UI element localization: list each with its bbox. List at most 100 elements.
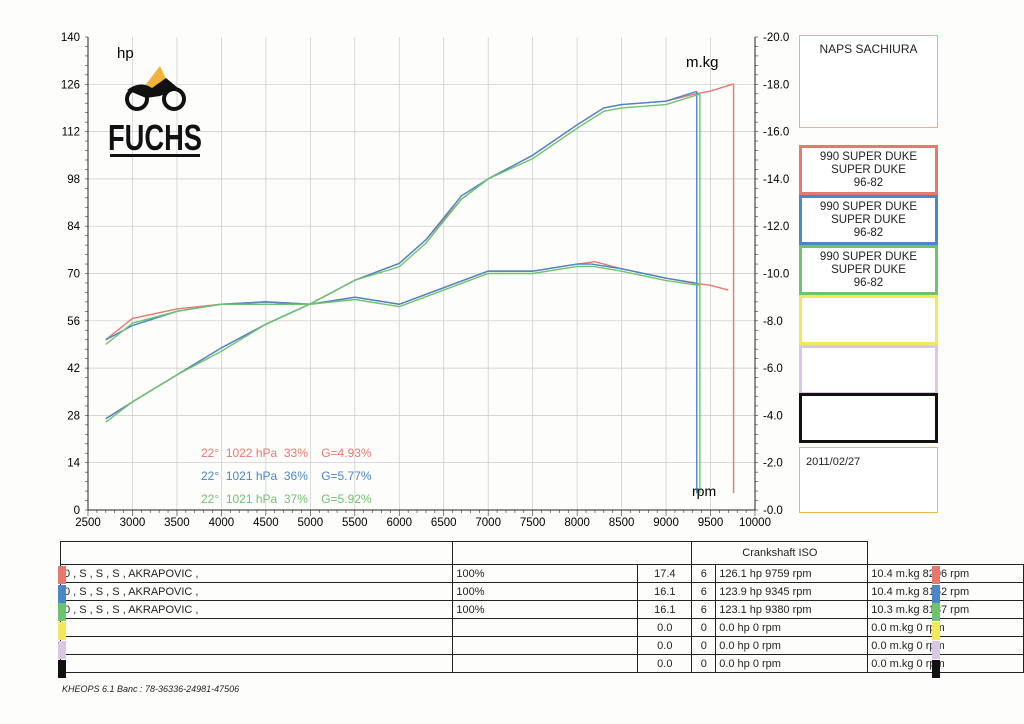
- cell-a: 16.1: [637, 600, 693, 619]
- power-curve-2: [105, 90, 697, 420]
- shop-name: NAPS SACHIURA: [819, 42, 918, 56]
- cell-torque: 10.4 m.kg 8206 rpm: [867, 564, 1024, 583]
- x-tick-label: 2500: [75, 517, 101, 529]
- x-tick-label: 5500: [342, 517, 368, 529]
- y-left-tick-label: 112: [62, 127, 80, 139]
- logo-bike-body: [127, 78, 178, 98]
- cell-b: 0: [691, 618, 717, 637]
- run-label-line: 96-82: [853, 227, 884, 239]
- results-table: Crankshaft ISO 0 , S , S , S , AKRAPOVIC…: [59, 541, 1024, 673]
- cell-a: 16.1: [637, 582, 693, 601]
- row-color-swatch-right: [932, 584, 940, 603]
- table-row: 0.0 0 0.0 hp 0 rpm 0.0 m.kg 0 rpm: [59, 636, 1024, 655]
- y-right-tick-label: -10.0: [763, 269, 789, 281]
- run-label-line: SUPER DUKE: [831, 214, 906, 226]
- y-left-tick-label: 0: [74, 505, 80, 517]
- cell-setup: 0 , S , S , S , AKRAPOVIC ,: [59, 564, 454, 583]
- x-tick-label: 10000: [739, 517, 771, 529]
- run-legend-item: [799, 345, 938, 395]
- x-tick-label: 4500: [253, 517, 279, 529]
- y-right-tick-label: -16.0: [763, 127, 789, 139]
- cell-b: 6: [691, 564, 717, 583]
- y-left-label: hp: [117, 45, 134, 62]
- axes: 2500 3000 3500 4000 4500 5000 5500 6000 6500 7000…: [61, 32, 789, 529]
- row-color-swatch-right: [932, 603, 940, 622]
- table-header-row: Crankshaft ISO: [59, 541, 1024, 565]
- run-legend-item: [799, 295, 938, 345]
- x-tick-label: 7500: [520, 517, 546, 529]
- table-row: 0.0 0 0.0 hp 0 rpm 0.0 m.kg 0 rpm: [59, 654, 1024, 673]
- cell-power: 126.1 hp 9759 rpm: [715, 564, 869, 583]
- y-right-tick-label: -8.0: [763, 316, 783, 328]
- cell-b: 6: [691, 582, 717, 601]
- run-label-line: 990 SUPER DUKE: [819, 251, 918, 263]
- y-right-tick-label: -14.0: [763, 174, 789, 186]
- x-tick-label: 8000: [564, 517, 590, 529]
- cell-torque: 10.3 m.kg 8187 rpm: [867, 600, 1024, 619]
- cell-torque: 0.0 m.kg 0 rpm: [867, 654, 1024, 673]
- table-row: 0.0 0 0.0 hp 0 rpm 0.0 m.kg 0 rpm: [59, 618, 1024, 637]
- y-left-tick-label: 56: [67, 316, 80, 328]
- y-right-tick-label: -20.0: [763, 32, 789, 44]
- cell-torque: 10.4 m.kg 8162 rpm: [867, 582, 1024, 601]
- cell-pct: 100%: [452, 582, 639, 601]
- row-color-swatch-left: [58, 566, 66, 584]
- conditions: 22° 1022 hPa 33% G=4.93% 22° 1021 hPa 36%…: [201, 446, 372, 506]
- cell-a: 0.0: [637, 618, 693, 637]
- x-tick-label: 5000: [298, 517, 324, 529]
- row-color-swatch-left: [58, 640, 66, 659]
- cell-setup: [59, 636, 454, 655]
- cell-torque: 0.0 m.kg 0 rpm: [867, 618, 1024, 637]
- cell-pct: [452, 636, 639, 655]
- y-right-tick-label: -18.0: [763, 79, 789, 91]
- logo-text: FUCHS: [108, 117, 202, 158]
- y-left-tick-label: 70: [67, 269, 80, 281]
- run-label-line: SUPER DUKE: [831, 264, 906, 276]
- run-label-line: 990 SUPER DUKE: [819, 151, 918, 163]
- footer: KHEOPS 6.1 Banc : 78-36336-24981-47506: [62, 684, 240, 694]
- condition-line: 22° 1021 hPa 36% G=5.77%: [201, 469, 372, 483]
- dyno-chart: 2500 3000 3500 4000 4500 5000 5500 6000 6500 7000…: [61, 32, 789, 529]
- y-right-tick-label: -12.0: [763, 221, 789, 233]
- y-right-tick-label: -0.0: [763, 505, 783, 517]
- condition-line: 22° 1021 hPa 37% G=5.92%: [201, 492, 372, 506]
- condition-line: 22° 1022 hPa 33% G=4.93%: [201, 446, 372, 460]
- cell-setup: [59, 618, 454, 637]
- run-label-line: 990 SUPER DUKE: [819, 201, 918, 213]
- series-group: [105, 83, 735, 494]
- grid: [88, 37, 755, 510]
- row-color-swatch-left: [58, 622, 66, 641]
- y-right-tick-label: -2.0: [763, 458, 783, 470]
- y-right-label: m.kg: [686, 54, 719, 71]
- row-color-swatch-right: [932, 622, 940, 641]
- cell-torque: 0.0 m.kg 0 rpm: [867, 636, 1024, 655]
- y-left-tick-label: 126: [61, 79, 80, 91]
- x-tick-label: 4000: [209, 517, 235, 529]
- fuchs-logo: FUCHS: [108, 66, 202, 158]
- run-legend-item: 990 SUPER DUKE SUPER DUKE 96-82: [799, 145, 938, 195]
- run-legend-item: 990 SUPER DUKE SUPER DUKE 96-82: [799, 245, 938, 295]
- cell-a: 17.4: [637, 564, 693, 583]
- cell-power: 0.0 hp 0 rpm: [715, 618, 869, 637]
- row-color-swatch-right: [932, 566, 940, 584]
- y-left-tick-label: 14: [67, 458, 80, 470]
- y-left-tick-label: 140: [61, 32, 80, 44]
- power-curve-3: [105, 93, 701, 423]
- cell-setup: [59, 654, 454, 673]
- y-right-tick-label: -6.0: [763, 363, 783, 375]
- y-right-tick-label: -4.0: [763, 410, 783, 422]
- row-color-swatch-right: [932, 640, 940, 659]
- x-axis-label: rpm: [692, 483, 716, 499]
- cell-pct: 100%: [452, 564, 639, 583]
- run-label-line: 96-82: [853, 177, 884, 189]
- x-tick-label: 8500: [609, 517, 635, 529]
- table-header: Crankshaft ISO: [691, 541, 869, 565]
- cell-power: 123.9 hp 9345 rpm: [715, 582, 869, 601]
- logo-underline: [110, 154, 200, 157]
- cell-pct: 100%: [452, 600, 639, 619]
- date-box: 2011/02/27: [799, 447, 938, 513]
- torque-curve-3: [105, 265, 700, 345]
- cell-power: 0.0 hp 0 rpm: [715, 654, 869, 673]
- table-row: 0 , S , S , S , AKRAPOVIC , 100% 16.1 6 123.…: [59, 582, 1024, 601]
- row-color-swatch-left: [58, 603, 66, 622]
